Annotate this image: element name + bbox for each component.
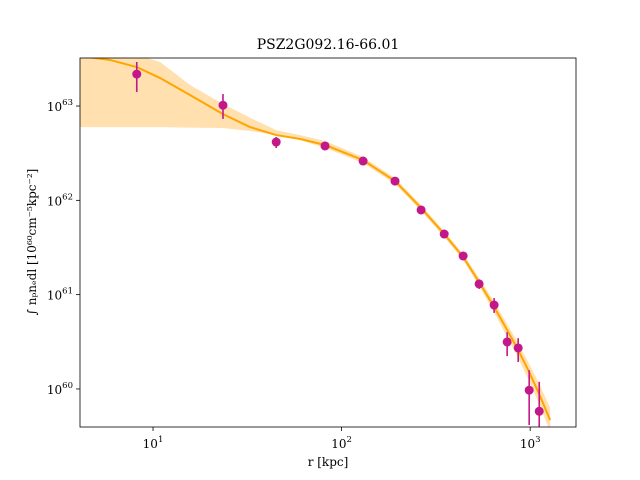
tick-label: 1063 (47, 98, 73, 114)
tick-label: 1061 (47, 287, 73, 303)
data-point (358, 156, 368, 166)
data-point (320, 141, 330, 151)
model-line (87, 58, 552, 421)
data-point (416, 205, 426, 215)
tick-label: 1062 (47, 192, 73, 208)
data-point (502, 337, 512, 347)
tick-label: 101 (143, 435, 164, 451)
y-axis-label: ∫ nₚnₑdl [10⁶⁰cm⁻⁵kpc⁻²] (25, 169, 39, 316)
data-point (132, 69, 142, 79)
chart-title: PSZ2G092.16-66.01 (257, 37, 400, 53)
plot-area (80, 58, 552, 427)
tick-label: 102 (331, 435, 352, 451)
data-point (439, 229, 449, 239)
data-point (524, 385, 534, 395)
data-point (474, 279, 484, 289)
data-point (218, 100, 228, 110)
data-point (534, 406, 544, 416)
tick-label: 103 (520, 435, 541, 451)
axes-frame (79, 57, 577, 428)
tick-label: 1060 (47, 381, 73, 397)
confidence-band (80, 58, 551, 427)
data-point (271, 137, 281, 147)
x-axis-label: r [kpc] (308, 455, 349, 469)
data-point (513, 343, 523, 353)
data-point (489, 300, 499, 310)
data-point (390, 176, 400, 186)
data-point (458, 251, 468, 261)
